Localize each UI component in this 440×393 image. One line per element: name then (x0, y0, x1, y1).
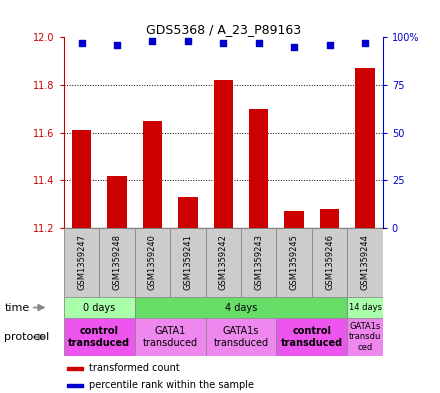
Bar (107, 176, 127, 228)
Bar (356, 68, 375, 228)
Bar (205, 228, 241, 297)
Text: GATA1
transduced: GATA1 transduced (143, 326, 198, 348)
Bar (241, 228, 276, 297)
Text: control
transduced: control transduced (281, 326, 343, 348)
Point (78, 40, 85, 46)
Bar (276, 228, 312, 297)
Bar (64, 297, 135, 318)
Bar (99, 228, 135, 297)
Bar (143, 121, 162, 228)
Point (184, 38, 191, 44)
Bar (64, 318, 135, 356)
Bar (135, 228, 170, 297)
Point (220, 40, 227, 46)
Bar (312, 228, 347, 297)
Text: GSM1359245: GSM1359245 (290, 234, 299, 290)
Bar (67, 384, 83, 387)
Bar (178, 197, 198, 228)
Bar (64, 228, 99, 297)
Point (149, 38, 156, 44)
Bar (213, 80, 233, 228)
Bar (276, 318, 347, 356)
Text: 0 days: 0 days (83, 303, 115, 312)
Text: percentile rank within the sample: percentile rank within the sample (89, 380, 254, 390)
Point (362, 40, 369, 46)
Bar (135, 318, 205, 356)
Point (326, 42, 333, 48)
Text: GSM1359246: GSM1359246 (325, 234, 334, 290)
Text: GSM1359244: GSM1359244 (360, 234, 370, 290)
Bar (72, 130, 91, 228)
Bar (135, 297, 347, 318)
Bar (347, 228, 383, 297)
Point (114, 42, 121, 48)
Text: GSM1359241: GSM1359241 (183, 234, 192, 290)
Text: 14 days: 14 days (348, 303, 381, 312)
Text: GSM1359240: GSM1359240 (148, 234, 157, 290)
Text: GSM1359242: GSM1359242 (219, 234, 228, 290)
Text: transformed count: transformed count (89, 363, 180, 373)
Text: GATA1s
transdu
ced: GATA1s transdu ced (349, 322, 381, 352)
Text: time: time (4, 303, 29, 312)
Text: GSM1359243: GSM1359243 (254, 234, 263, 290)
Bar (284, 211, 304, 228)
Bar (347, 318, 383, 356)
Text: GSM1359247: GSM1359247 (77, 234, 86, 290)
Point (255, 40, 262, 46)
Text: control
transduced: control transduced (68, 326, 130, 348)
Text: GSM1359248: GSM1359248 (113, 234, 121, 290)
Title: GDS5368 / A_23_P89163: GDS5368 / A_23_P89163 (146, 23, 301, 36)
Bar (249, 109, 268, 228)
Bar (320, 209, 339, 228)
Bar (347, 297, 383, 318)
Bar (67, 367, 83, 370)
Text: protocol: protocol (4, 332, 50, 342)
Text: 4 days: 4 days (225, 303, 257, 312)
Bar (170, 228, 205, 297)
Text: GATA1s
transduced: GATA1s transduced (213, 326, 268, 348)
Point (291, 44, 298, 50)
Bar (205, 318, 276, 356)
